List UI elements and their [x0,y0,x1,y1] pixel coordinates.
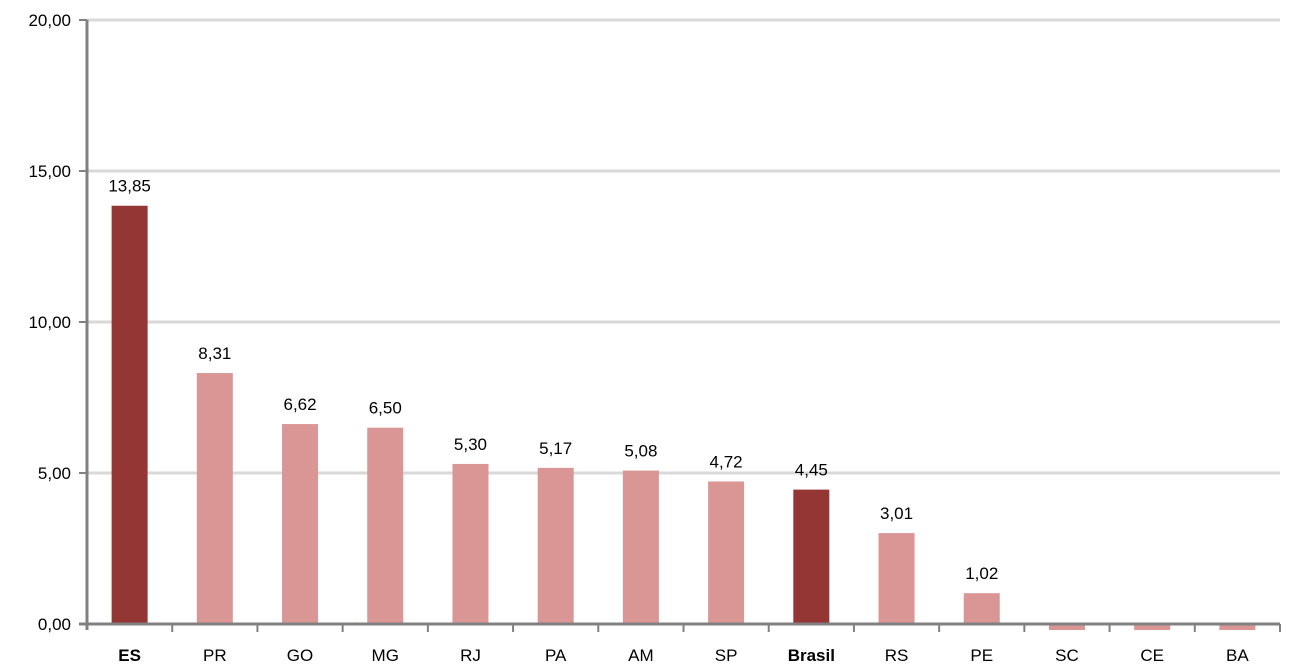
category-label: SP [715,646,738,664]
bar-rs [878,533,915,624]
bar-brasil [793,489,830,624]
y-tick-label: 15,00 [28,162,71,181]
y-tick-label: 10,00 [28,313,71,332]
data-label: 8,31 [198,344,231,363]
axes [79,19,1281,632]
category-label: CE [1140,646,1164,664]
data-label: 4,45 [795,461,828,480]
bar-sp [708,481,745,624]
category-label: SC [1055,646,1079,664]
bar-ce [1134,624,1171,631]
category-label: PE [970,646,993,664]
bar-pa [537,467,574,624]
category-label: AM [628,646,654,664]
data-label: 13,85 [108,177,151,196]
bar-go [282,424,319,624]
data-label: 5,30 [454,435,487,454]
bar-es [111,205,148,625]
data-label: 3,01 [880,504,913,523]
bar-mg [367,427,404,624]
data-label: 6,62 [283,395,316,414]
y-tick-label: 5,00 [38,464,71,483]
category-label: ES [118,646,141,664]
bar-am [622,470,659,624]
category-label: GO [287,646,313,664]
gridlines [87,18,1280,475]
data-label: 5,08 [624,442,657,461]
bar-sc [1048,624,1085,631]
data-label: 6,50 [369,399,402,418]
labels: 0,00 5,00 10,00 15,00 20,00 13,85 ES 8,31 PR 6,62… [28,11,1249,664]
bars [111,205,1256,631]
data-label: 5,17 [539,439,572,458]
category-label: PR [203,646,227,664]
bar-ba [1219,624,1256,631]
data-label: 1,02 [965,564,998,583]
data-label: 4,72 [710,452,743,471]
bar-pr [196,373,233,624]
bar-pe [963,593,1000,624]
category-label: PA [545,646,567,664]
category-label: MG [372,646,399,664]
category-label: RJ [460,646,481,664]
bar-rj [452,463,489,624]
category-label: Brasil [788,646,835,664]
y-tick-label: 20,00 [28,11,71,30]
category-label: RS [885,646,909,664]
y-tick-label: 0,00 [38,615,71,634]
category-label: BA [1226,646,1249,664]
